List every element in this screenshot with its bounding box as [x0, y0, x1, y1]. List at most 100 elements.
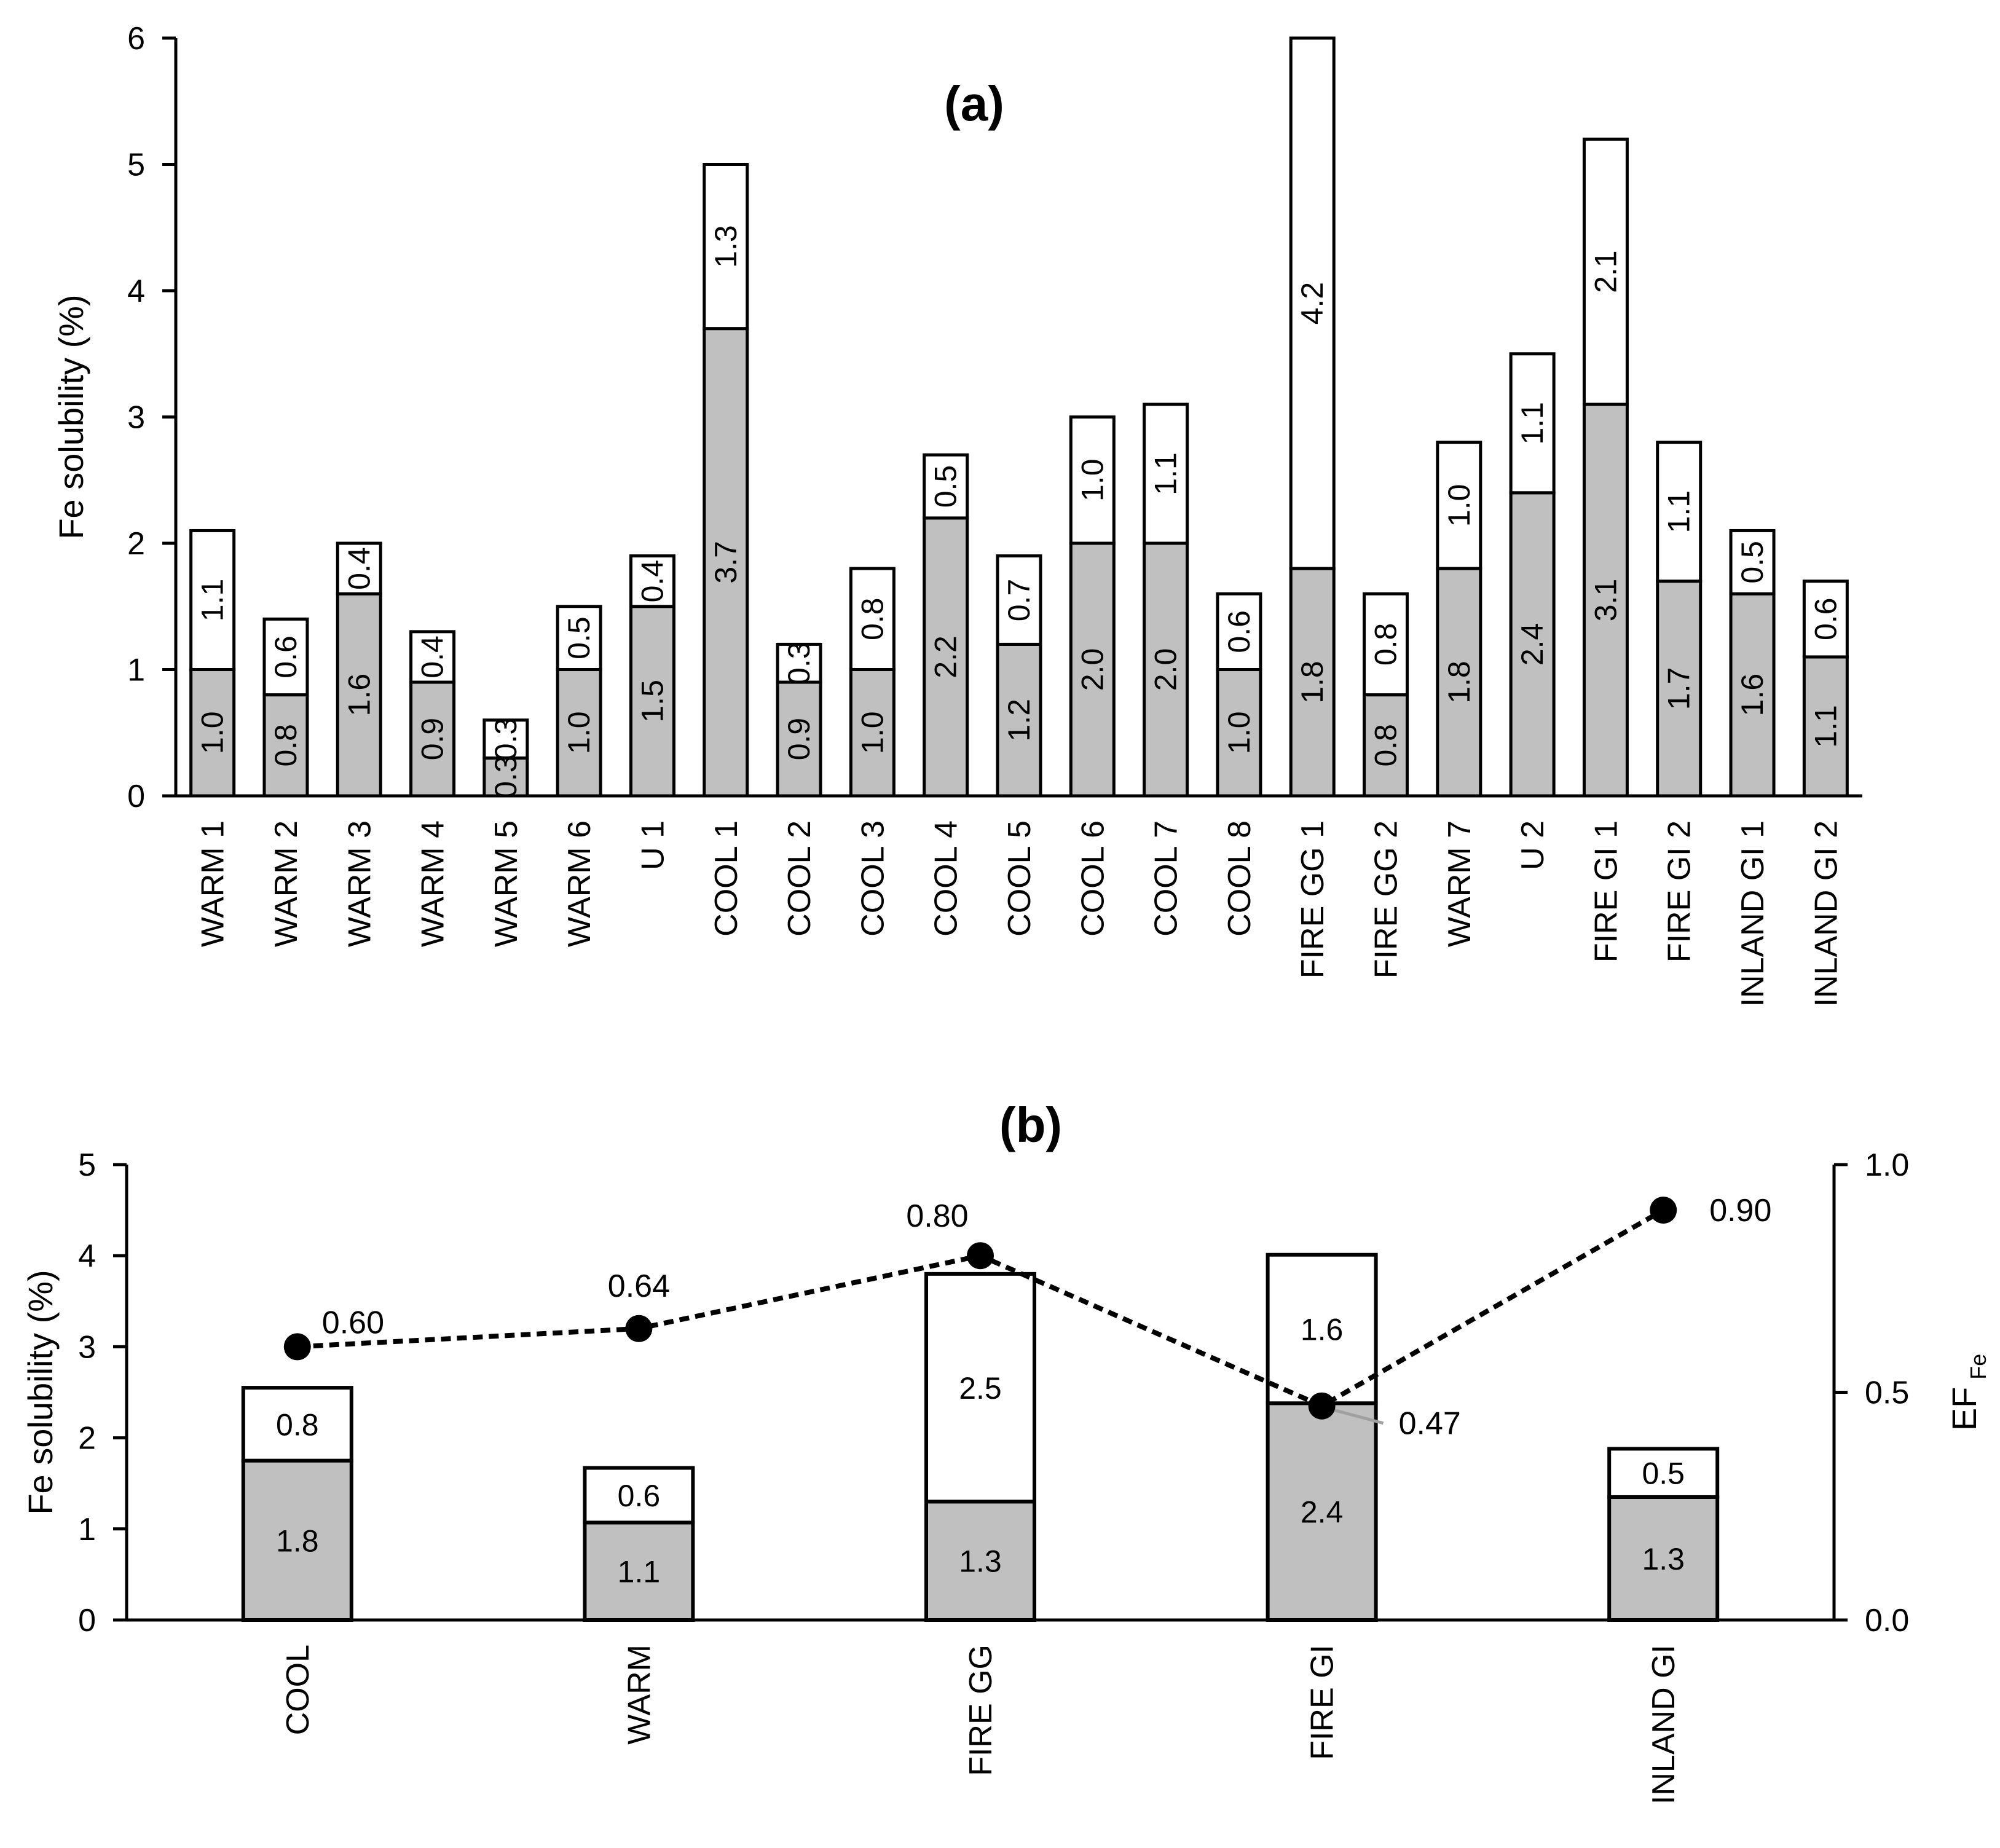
panel-a-category-label: WARM 4	[415, 820, 451, 947]
panel-a-bar-lower-label: 1.0	[562, 711, 596, 754]
panel-b-ef-point-label: 0.80	[906, 1198, 968, 1234]
panel-a-bar-lower-label: 1.8	[1295, 661, 1329, 704]
panel-a-category-label: WARM 6	[562, 820, 597, 947]
panel-a-category-label: COOL 7	[1149, 820, 1184, 937]
panel-a-bar-lower	[556, 668, 602, 798]
panel-a-category-label: COOL 5	[1002, 820, 1037, 937]
panel-b-ef-point	[1308, 1392, 1336, 1420]
panel-b-y2-tick-label: 0.0	[1865, 1603, 1909, 1638]
panel-b-category-labels: COOL WARM FIRE GG FIRE GI INLAND GI	[280, 1645, 1682, 1804]
panel-a-bar-upper-label: 1.1	[1149, 452, 1183, 495]
panel-b-ef-point	[967, 1242, 994, 1270]
panel-a-bar-upper-label: 0.5	[1735, 541, 1770, 584]
panel-a-bar-lower	[262, 693, 309, 798]
panel-a-bar-lower-label: 1.7	[1662, 667, 1696, 710]
panel-a-category-label: COOL 6	[1075, 820, 1111, 937]
panel-a-bar-upper	[1729, 529, 1776, 596]
panel-a-bar-lower-label: 1.1	[1808, 705, 1843, 748]
panel-a-category-label: COOL 8	[1222, 820, 1258, 937]
panel-a-bar-upper-label: 0.3	[489, 718, 523, 761]
panel-b-label: (b)	[999, 1098, 1062, 1152]
panel-a-bar-lower-label: 1.0	[1222, 711, 1256, 754]
panel-b-bar-lower-label: 2.4	[1301, 1495, 1344, 1530]
panel-a-bar-upper	[849, 567, 896, 671]
panel-b-bar-lower-label: 1.1	[618, 1555, 661, 1589]
panel-a-bar-lower	[1729, 592, 1776, 798]
panel-b-y2-ticks: 0.0 0.5 1.0	[1834, 1147, 1909, 1638]
panel-b-bar-upper	[1266, 1252, 1378, 1406]
panel-a-bar-upper	[262, 617, 309, 697]
panel-b-bar-lower-label: 1.3	[959, 1544, 1002, 1579]
panel-a-bar-lower-label: 0.3	[489, 755, 523, 798]
panel-a-bar-lower-label: 2.2	[929, 635, 963, 678]
panel-a-bar-upper-label: 0.8	[1369, 623, 1403, 666]
panel-a-bar-upper-label: 0.5	[562, 616, 596, 659]
panel-a-bar-upper-label: 0.4	[635, 560, 669, 603]
panel-a-bar-upper-label: 2.1	[1588, 250, 1623, 293]
panel-b-bar-upper-label: 0.8	[276, 1407, 319, 1442]
panel-a-bar-upper-label: 0.4	[342, 547, 376, 590]
panel-a-y-tick-label: 0	[127, 779, 145, 814]
panel-a-bar-upper-label: 0.6	[269, 635, 303, 678]
panel-b-y-tick-label: 5	[78, 1147, 96, 1183]
panel-a-category-label: FIRE GG 2	[1369, 820, 1404, 978]
panel-b-category-label: INLAND GI	[1646, 1645, 1682, 1804]
panel-a-bar-lower	[1509, 491, 1556, 798]
panel-a-bar-lower	[776, 680, 822, 798]
panel-b-bar-lower-label: 1.3	[1642, 1542, 1685, 1576]
panel-b-bars: 1.8 0.8 1.1 0.6 1.3 2.5 2.4 1.6 1.3 0.5	[241, 1252, 1720, 1622]
panel-a-y-ticks: 0 1 2 3 4 5 6	[127, 21, 176, 814]
panel-a-bar-upper	[1363, 592, 1409, 697]
panel-a-category-label: U 2	[1515, 820, 1551, 870]
panel-a-bar-upper	[1582, 137, 1629, 406]
panel-b-bar-upper	[924, 1272, 1036, 1504]
panel-b-category-label: COOL	[280, 1645, 316, 1735]
panel-b-ef-point-label: 0.90	[1709, 1193, 1771, 1229]
panel-b-y-axis-title: Fe solubility (%)	[21, 1270, 60, 1514]
panel-a-category-label: FIRE GG 1	[1295, 820, 1331, 978]
panel-a-bar-upper	[996, 554, 1042, 646]
panel-b-y2-axis-title-main: EF	[1945, 1387, 1983, 1431]
panel-a-bar-lower-label: 1.6	[342, 674, 376, 717]
panel-a-bar-lower-label: 1.6	[1735, 674, 1770, 717]
panel-b-bar-lower	[1266, 1401, 1378, 1622]
panel-a-category-label: WARM 7	[1442, 820, 1478, 947]
panel-b-bar-upper	[583, 1466, 695, 1525]
panel-a-category-label: WARM 2	[269, 820, 304, 947]
panel-a-bar-lower-label: 2.4	[1515, 623, 1549, 666]
panel-a-category-label: U 1	[635, 820, 671, 870]
panel-a-bar-lower-label: 2.0	[1149, 648, 1183, 691]
panel-a-category-label: WARM 1	[195, 820, 231, 947]
panel-a-y-tick-label: 4	[127, 273, 145, 309]
panel-a-bar-lower-label: 0.9	[782, 718, 816, 761]
panel-a-bar-lower-label: 3.1	[1588, 579, 1623, 622]
panel-a-category-label: WARM 5	[489, 820, 524, 947]
panel-b-bar-lower	[924, 1500, 1036, 1622]
panel-a-bar-upper	[1289, 36, 1336, 570]
panel-a-bar-upper	[336, 541, 382, 596]
panel-b-category-label: FIRE GG	[963, 1645, 999, 1776]
panel-a-bar-upper	[482, 718, 529, 760]
panel-a-bar-lower-label: 1.5	[635, 680, 669, 723]
panel-a-bar-upper-label: 1.0	[1075, 458, 1109, 501]
panel-a-bar-upper	[1656, 441, 1703, 583]
panel-a-category-label: FIRE GI 2	[1662, 820, 1698, 962]
panel-a-bar-upper	[1069, 415, 1116, 545]
panel-a-bar-upper-label: 0.7	[1002, 579, 1036, 622]
panel-b-y-tick-label: 4	[78, 1238, 96, 1274]
panel-a-bar-lower-label: 1.0	[195, 711, 230, 754]
panel-a-bar-upper	[923, 453, 969, 520]
panel-a-bar-upper	[1802, 580, 1849, 659]
panel-a-category-label: WARM 3	[342, 820, 377, 947]
panel-a-bar-lower	[703, 327, 749, 798]
panel-b-bar-upper	[1607, 1447, 1720, 1499]
panel-a-bar-upper-label: 0.6	[1808, 598, 1843, 641]
panel-b-bar-upper-label: 0.5	[1642, 1457, 1685, 1491]
panel-b-ef-point	[283, 1333, 311, 1361]
panel-a-bar-upper	[776, 642, 822, 684]
panel-a-bar-upper-label: 1.1	[195, 579, 230, 622]
panel-a-bar-upper-label: 1.0	[1442, 484, 1476, 527]
panel-b-ef-point	[1650, 1197, 1677, 1224]
panel-a-bar-upper	[1509, 352, 1556, 495]
panel-a-bar-lower-label: 1.0	[855, 711, 889, 754]
